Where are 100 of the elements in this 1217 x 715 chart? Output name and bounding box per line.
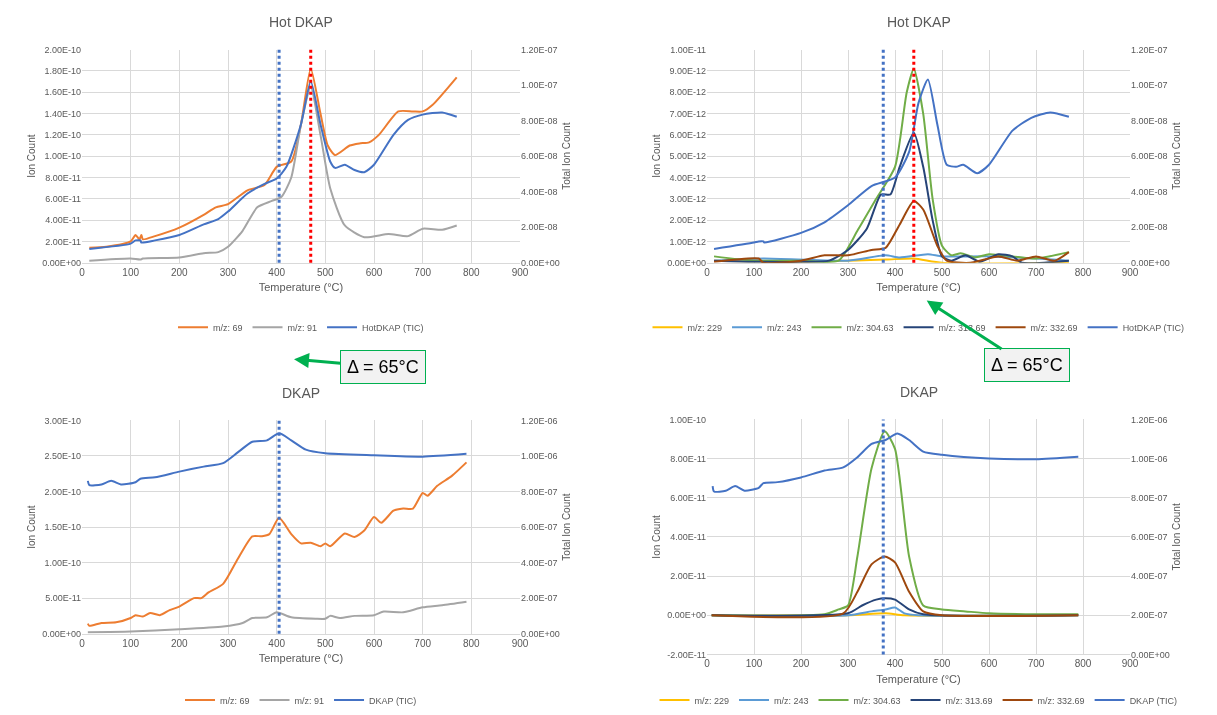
x-tick-label: 500 (316, 266, 335, 278)
y-tick-label: 2.00E-11 (670, 571, 706, 582)
y-tick-label: 1.00E-10 (669, 414, 706, 425)
legend-label: m/z: 304.63 (853, 695, 901, 706)
y-tick-label: 1.40E-10 (44, 108, 81, 119)
x-tick-label: 900 (511, 266, 529, 278)
y2-tick-label: 1.00E-07 (521, 80, 558, 91)
line-series (713, 131, 1070, 263)
x-tick-label: 900 (1121, 266, 1139, 278)
x-tick-label: 400 (268, 637, 286, 649)
x-tick-label: 0 (79, 266, 86, 278)
y-axis-title: Ion Count (651, 134, 663, 178)
legend-label: m/z: 243 (774, 695, 809, 706)
x-tick-label: 800 (1074, 658, 1092, 670)
x-tick-label: 200 (170, 637, 189, 649)
legend-label: DKAP (TIC) (1129, 695, 1177, 706)
y2-axis-title: Total Ion Count (1171, 122, 1183, 190)
legend-label: m/z: 332.69 (1030, 322, 1078, 333)
y2-tick-label: 6.00E-07 (521, 522, 558, 533)
x-tick-label: 500 (933, 266, 951, 278)
y-axis-title: Ion Count (651, 515, 663, 559)
y-axis-title: Ion Count (26, 134, 38, 178)
x-axis-title: Temperature (°C) (258, 280, 344, 293)
y-tick-label: 3.00E-10 (44, 415, 81, 426)
y-tick-label: 7.00E-12 (669, 108, 706, 119)
y2-tick-label: 6.00E-08 (521, 151, 558, 162)
y-tick-label: 2.00E-12 (669, 215, 706, 226)
y-tick-label: 0.00E+00 (42, 257, 81, 268)
y2-tick-label: 1.20E-06 (521, 415, 558, 426)
x-tick-label: 200 (792, 658, 810, 670)
x-tick-label: 500 (933, 658, 951, 670)
legend-label: m/z: 243 (767, 322, 802, 333)
y-tick-label: 2.00E-11 (45, 236, 81, 247)
y2-tick-label: 8.00E-08 (521, 115, 558, 126)
legend-label: m/z: 313.69 (945, 695, 993, 706)
chart-title: DKAP (282, 385, 321, 401)
y2-tick-label: 0.00E+00 (521, 628, 560, 639)
y-tick-label: 5.00E-11 (45, 593, 81, 604)
x-tick-label: 500 (316, 637, 335, 649)
y2-tick-label: 0.00E+00 (1131, 649, 1170, 660)
y2-tick-label: 1.00E-06 (1131, 453, 1168, 464)
y-tick-label: 1.20E-10 (44, 130, 81, 141)
y2-tick-label: 8.00E-07 (521, 486, 558, 497)
y-tick-label: 2.50E-10 (44, 451, 81, 462)
legend-label: m/z: 69 (213, 322, 243, 333)
y-tick-label: 1.00E-10 (44, 557, 81, 568)
y-tick-label: 0.00E+00 (667, 610, 706, 621)
x-tick-label: 100 (122, 266, 140, 278)
x-tick-label: 700 (414, 637, 432, 649)
y2-tick-label: 4.00E-07 (521, 557, 558, 568)
x-tick-label: 700 (414, 266, 432, 278)
y-tick-label: 1.50E-10 (44, 522, 81, 533)
chart-title: DKAP (900, 384, 939, 400)
x-tick-label: 600 (365, 637, 383, 649)
x-tick-label: 900 (511, 637, 529, 649)
y2-tick-label: 4.00E-08 (1131, 186, 1168, 197)
y2-tick-label: 2.00E-07 (1131, 610, 1168, 621)
y-tick-label: 8.00E-11 (670, 453, 706, 464)
y-tick-label: 8.00E-11 (45, 172, 81, 183)
y-tick-label: -2.00E-11 (667, 649, 706, 660)
y2-tick-label: 6.00E-08 (1131, 151, 1168, 162)
x-tick-label: 300 (219, 637, 237, 649)
y-tick-label: 6.00E-11 (670, 492, 706, 503)
x-tick-label: 0 (79, 637, 86, 649)
legend-label: HotDKAP (TIC) (362, 322, 424, 333)
y2-tick-label: 4.00E-07 (1131, 571, 1168, 582)
legend-label: HotDKAP (TIC) (1122, 322, 1184, 333)
x-tick-label: 0 (704, 658, 711, 670)
legend-label: m/z: 332.69 (1037, 695, 1085, 706)
x-tick-label: 200 (170, 266, 189, 278)
legend-label: m/z: 91 (287, 322, 318, 333)
line-series (713, 199, 1070, 263)
y2-tick-label: 0.00E+00 (521, 257, 560, 268)
y-tick-label: 6.00E-11 (45, 193, 81, 204)
x-tick-label: 100 (745, 266, 763, 278)
x-tick-label: 800 (462, 637, 481, 649)
y-tick-label: 2.00E-10 (44, 486, 81, 497)
y2-tick-label: 8.00E-08 (1131, 115, 1168, 126)
line-series (86, 461, 468, 627)
y-tick-label: 0.00E+00 (667, 257, 706, 268)
y-tick-label: 0.00E+00 (42, 628, 81, 639)
x-tick-label: 900 (1121, 658, 1139, 670)
y2-tick-label: 2.00E-08 (521, 222, 558, 233)
x-tick-label: 800 (1074, 266, 1092, 278)
legend-label: m/z: 304.63 (846, 322, 894, 333)
y-tick-label: 1.80E-10 (44, 66, 81, 77)
line-series (86, 600, 468, 634)
legend-label: m/z: 69 (220, 695, 250, 706)
y-tick-label: 4.00E-12 (669, 172, 706, 183)
y-tick-label: 5.00E-12 (669, 151, 706, 162)
y2-tick-label: 1.20E-07 (1131, 44, 1168, 55)
x-axis-title: Temperature (°C) (876, 672, 961, 685)
y2-axis-title: Total Ion Count (561, 493, 573, 561)
chart-title: Hot DKAP (887, 14, 951, 30)
y2-tick-label: 1.20E-06 (1131, 414, 1168, 425)
x-tick-label: 400 (886, 266, 904, 278)
text: Δ = 65°C (991, 355, 1063, 375)
y-tick-label: 9.00E-12 (669, 66, 706, 77)
y2-tick-label: 8.00E-07 (1131, 492, 1168, 503)
x-tick-label: 800 (462, 266, 481, 278)
